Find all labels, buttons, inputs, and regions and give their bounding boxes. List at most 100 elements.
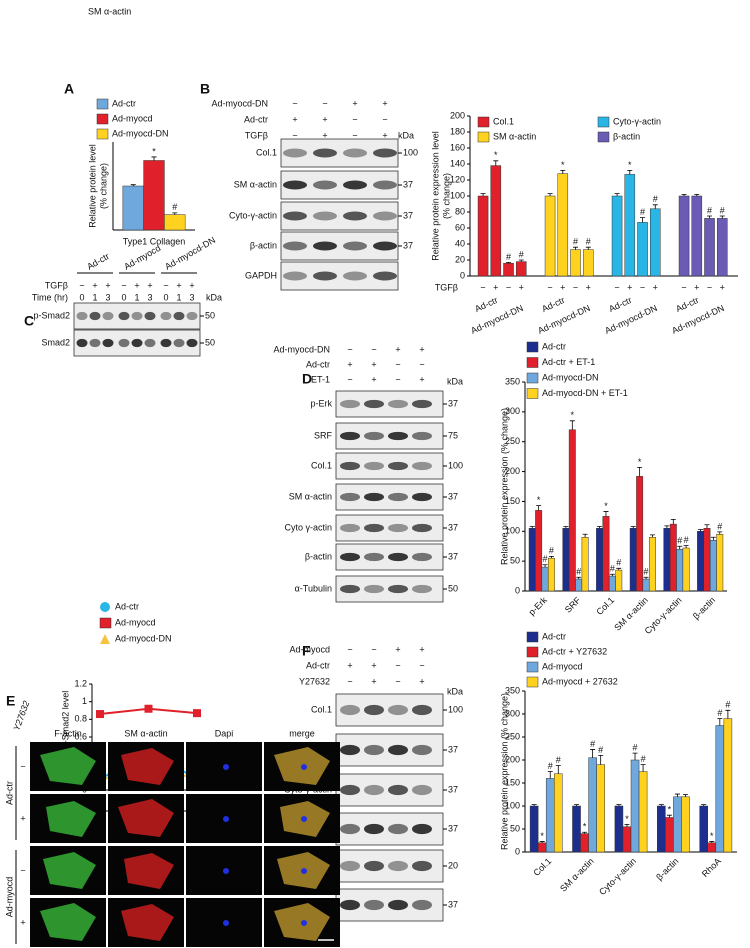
blot-band	[340, 552, 360, 562]
condition-sign: +	[292, 114, 297, 124]
condition-sign: +	[134, 280, 139, 290]
annotation: *	[710, 831, 714, 841]
annotation: #	[576, 567, 581, 577]
blot-band	[283, 180, 307, 190]
condition-sign: +	[347, 660, 352, 670]
error-bar	[658, 804, 664, 806]
bar	[568, 429, 576, 592]
annotation: #	[519, 249, 524, 259]
error-bar	[717, 718, 723, 726]
panel-label: A	[64, 81, 74, 97]
condition-sign: +	[419, 344, 424, 354]
error-bar	[704, 524, 710, 529]
bar	[716, 218, 728, 277]
blot-band	[283, 241, 307, 251]
condition-sign: +	[382, 130, 387, 140]
annotation: #	[172, 202, 177, 212]
row-label: Cyto γ-actin	[284, 522, 332, 532]
y-tick-label: 100	[505, 526, 520, 536]
nucleus	[223, 816, 229, 822]
condition-sign: +	[419, 676, 424, 686]
kda-label: 37	[403, 179, 413, 189]
kda-label: 100	[448, 460, 463, 470]
error-bar	[569, 420, 575, 430]
column-label: merge	[289, 728, 315, 738]
bar	[699, 805, 708, 853]
bar	[642, 578, 650, 592]
legend-swatch	[96, 98, 109, 110]
bar	[665, 817, 674, 853]
panel-label: F	[302, 643, 311, 659]
bar	[544, 195, 556, 277]
legend-swatch	[526, 357, 539, 368]
condition-label: Ad-ctr	[306, 359, 330, 369]
blot-band	[412, 899, 432, 911]
blot-band	[412, 784, 432, 796]
y-tick-label: 0.8	[74, 714, 87, 724]
condition-label: Y27632	[299, 676, 330, 686]
bar	[637, 222, 648, 277]
annotation: *	[494, 150, 498, 160]
blot-band	[388, 744, 408, 756]
legend-swatch	[526, 372, 539, 384]
blot-band	[373, 148, 397, 158]
bar	[624, 174, 636, 277]
error-bar	[630, 526, 636, 529]
legend-swatch	[99, 617, 112, 629]
kda-label: 100	[448, 704, 463, 714]
error-bar	[536, 505, 542, 511]
kda-label: 37	[448, 398, 458, 408]
condition-sign: −	[352, 130, 357, 140]
kda-label: 37	[403, 210, 413, 220]
blot-band	[343, 271, 367, 281]
bar	[554, 773, 563, 853]
error-bar	[677, 545, 683, 550]
cell	[118, 799, 174, 837]
condition-label: Ad-ctr	[244, 114, 268, 124]
kda-label: 20	[448, 860, 458, 870]
y-tick-label: 250	[505, 436, 520, 446]
bar	[588, 757, 597, 853]
blot-band	[412, 860, 432, 872]
condition-sign: +	[371, 676, 376, 686]
y-tick-label: 140	[450, 158, 465, 168]
annotation: #	[653, 194, 658, 204]
condition-sign: −	[395, 374, 400, 384]
treatment-sign: −	[480, 282, 485, 292]
x-tick-label: SRF	[563, 595, 583, 615]
blot-band	[373, 211, 397, 221]
y-tick-label: 40	[455, 238, 465, 248]
blot-band	[364, 744, 384, 756]
annotation: *	[604, 501, 608, 511]
bar	[582, 249, 594, 277]
error-bar	[560, 170, 566, 174]
error-bar	[637, 466, 643, 477]
bar	[691, 195, 703, 277]
condition-sign: +	[147, 280, 152, 290]
bar	[529, 805, 539, 853]
blot-band	[118, 338, 130, 348]
bar	[602, 516, 610, 592]
y-tick-label: 150	[505, 777, 520, 787]
condition-label: TGFβ	[45, 280, 68, 290]
bar	[557, 173, 569, 277]
bar	[547, 557, 555, 592]
y-axis-label: (% change)	[441, 173, 451, 219]
error-bar	[719, 215, 725, 219]
panel-label: B	[200, 81, 210, 97]
bar	[682, 547, 690, 592]
error-bar	[582, 831, 588, 834]
legend-label: Ad-myocd-DN	[115, 633, 172, 643]
condition-label: Ad-myocd	[289, 644, 330, 654]
condition-label: Ad-ctr	[674, 295, 700, 314]
cell	[121, 748, 174, 785]
bar	[703, 528, 711, 592]
bar	[477, 195, 489, 277]
row-label: Smad2	[41, 337, 70, 347]
legend-label: SM α-actin	[493, 131, 536, 141]
legend-swatch	[526, 676, 539, 688]
blot-band	[364, 584, 384, 594]
blot-band	[313, 180, 337, 190]
blot-band	[364, 431, 384, 441]
blot-band	[373, 180, 397, 190]
